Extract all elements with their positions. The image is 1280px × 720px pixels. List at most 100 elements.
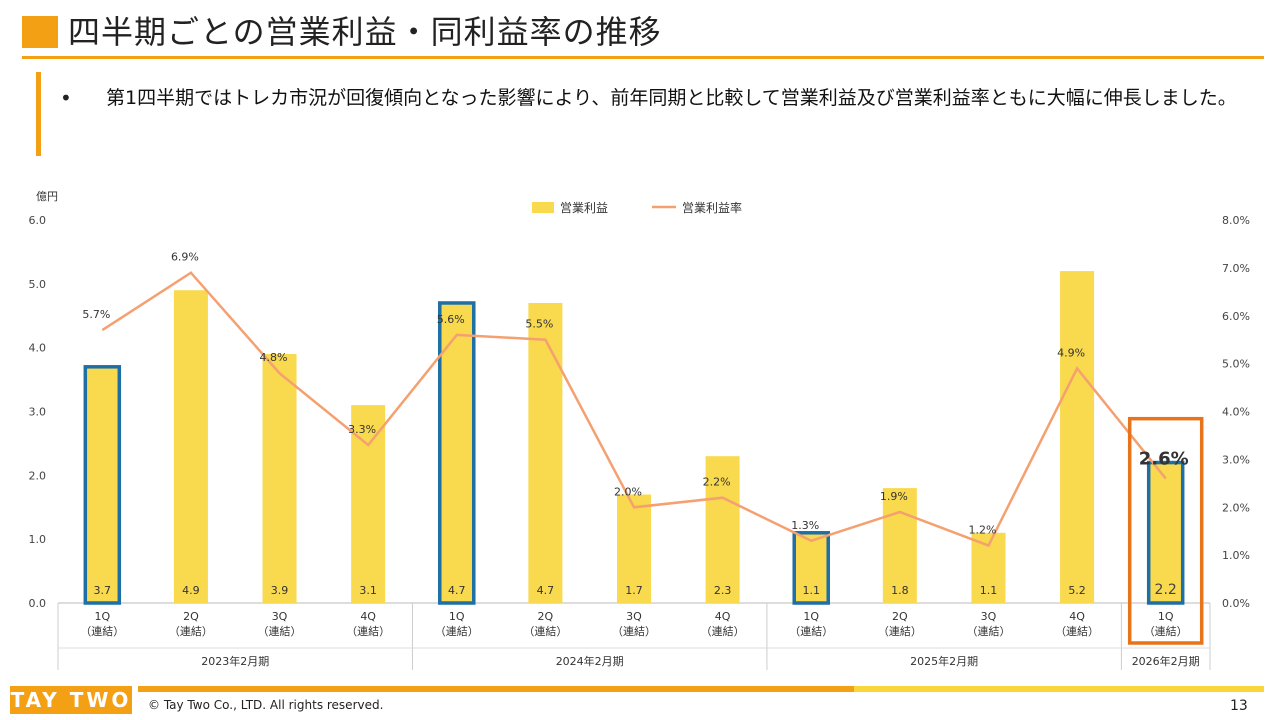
- x-axis-tick-sublabel: （連結）: [1055, 624, 1099, 638]
- margin-value-label: 5.6%: [437, 313, 465, 326]
- latest-quarter-callout: [1127, 416, 1204, 645]
- margin-value-label: 3.3%: [348, 423, 376, 436]
- x-axis-tick-sublabel: （連結）: [258, 624, 302, 638]
- x-axis-tick-label: 1Q: [94, 610, 110, 623]
- x-axis-group-label: 2024年2月期: [556, 654, 624, 668]
- x-axis-tick-sublabel: （連結）: [789, 624, 833, 638]
- summary-text: 第1四半期ではトレカ市況が回復傾向となった影響により、前年同期と比較して営業利益…: [106, 87, 1237, 109]
- bar-value-label: 4.9: [182, 584, 200, 597]
- legend-label-margin: 営業利益率: [682, 200, 742, 215]
- left-axis-tick-label: 6.0: [29, 214, 47, 227]
- x-axis-tick-label: 1Q: [1158, 610, 1174, 623]
- x-axis-tick-sublabel: （連結）: [701, 624, 745, 638]
- bar-value-label: 3.7: [94, 584, 112, 597]
- left-axis-tick-label: 2.0: [29, 469, 47, 482]
- profit-chart: 億円 0.0 1.0 2.0 3.0 4.0 5.0 6.0 0.0% 1.0% 2.0% 3.0% 4…: [29, 190, 1250, 670]
- x-axis-group-label: 2025年2月期: [910, 654, 978, 668]
- x-axis-tick-sublabel: （連結）: [169, 624, 213, 638]
- legend-swatch-operating-profit: [532, 202, 554, 213]
- x-axis-tick-label: 4Q: [715, 610, 731, 623]
- x-axis-tick-label: 1Q: [803, 610, 819, 623]
- x-axis-tick-sublabel: （連結）: [80, 624, 124, 638]
- copyright-text: © Tay Two Co., LTD. All rights reserved.: [148, 698, 384, 712]
- x-axis-tick-sublabel: （連結）: [1144, 624, 1188, 638]
- x-axis-tick-sublabel: （連結）: [878, 624, 922, 638]
- x-axis-tick-label: 3Q: [981, 610, 997, 623]
- margin-value-label: 1.3%: [791, 519, 819, 532]
- margin-value-label: 4.8%: [260, 351, 288, 364]
- x-axis-tick-sublabel: （連結）: [966, 624, 1010, 638]
- x-axis-tick-label: 1Q: [449, 610, 465, 623]
- x-axis-group-label: 2026年2月期: [1132, 654, 1200, 668]
- bullet-accent-bar: [36, 72, 41, 156]
- bar-value-label: 4.7: [537, 584, 555, 597]
- company-logo: TAY TWO: [10, 686, 132, 714]
- right-axis-tick-label: 3.0%: [1222, 453, 1250, 466]
- x-axis-tick-label: 4Q: [1069, 610, 1085, 623]
- bar-value-label: 4.7: [448, 584, 466, 597]
- page-title: 四半期ごとの営業利益・同利益率の推移: [68, 13, 662, 51]
- footer-bar-yellow: [854, 686, 1264, 692]
- bar-value-label: 1.1: [802, 584, 820, 597]
- line-operating-margin: [101, 271, 1167, 548]
- bar-value-label: 2.3: [714, 584, 732, 597]
- footer-bar-orange: [138, 686, 854, 692]
- right-axis-tick-label: 8.0%: [1222, 214, 1250, 227]
- x-axis-tick-label: 2Q: [892, 610, 908, 623]
- bar-operating-profit: [882, 488, 917, 603]
- margin-value-label: 6.9%: [171, 251, 199, 264]
- bar-value-label: 1.7: [625, 584, 643, 597]
- x-axis-tick-sublabel: （連結）: [346, 624, 390, 638]
- bar-operating-profit: [173, 290, 208, 603]
- margin-value-label: 2.2%: [703, 476, 731, 489]
- left-axis-tick-label: 1.0: [29, 533, 47, 546]
- bar-operating-profit: [83, 365, 122, 605]
- page-number: 13: [1230, 698, 1248, 714]
- bar-operating-profit: [792, 531, 830, 605]
- bar-operating-profit: [351, 405, 386, 603]
- bar-value-label: 5.2: [1068, 584, 1086, 597]
- right-axis-tick-label: 5.0%: [1222, 358, 1250, 371]
- title-bar: 四半期ごとの営業利益・同利益率の推移: [22, 8, 1264, 59]
- x-axis-tick-label: 3Q: [272, 610, 288, 623]
- bar-value-label: 3.1: [359, 584, 377, 597]
- x-axis-tick-sublabel: （連結）: [435, 624, 479, 638]
- x-axis-group-label: 2023年2月期: [201, 654, 269, 668]
- margin-value-label: 5.5%: [525, 318, 553, 331]
- right-axis-tick-label: 7.0%: [1222, 262, 1250, 275]
- bar-operating-profit: [705, 456, 740, 603]
- title-underline: [22, 56, 1264, 59]
- bar-operating-profit: [438, 301, 476, 605]
- x-axis-tick-sublabel: （連結）: [523, 624, 567, 638]
- bar-value-label: 1.8: [891, 584, 909, 597]
- right-axis-tick-label: 0.0%: [1222, 597, 1250, 610]
- margin-value-label: 4.9%: [1057, 346, 1085, 359]
- title-marker: [22, 16, 58, 48]
- right-axis-tick-label: 1.0%: [1222, 549, 1250, 562]
- bar-operating-profit: [1146, 460, 1185, 605]
- x-axis-tick-label: 2Q: [183, 610, 199, 623]
- bar-value-label: 3.9: [271, 584, 289, 597]
- left-axis-tick-label: 5.0: [29, 278, 47, 291]
- margin-value-label: 2.0%: [614, 485, 642, 498]
- bar-value-label: 1.1: [980, 584, 998, 597]
- x-axis-tick-sublabel: （連結）: [612, 624, 656, 638]
- bar-value-label: 2.2: [1155, 582, 1177, 598]
- left-axis-tick-label: 4.0: [29, 342, 47, 355]
- bar-operating-profit: [528, 302, 563, 603]
- bar-operating-profit: [617, 494, 651, 603]
- right-axis-tick-label: 4.0%: [1222, 406, 1250, 419]
- left-axis-tick-label: 0.0: [29, 597, 47, 610]
- left-axis-tick-label: 3.0: [29, 406, 47, 419]
- x-axis-tick-label: 2Q: [538, 610, 554, 623]
- margin-value-label: 1.9%: [880, 490, 908, 503]
- margin-value-label: 1.2%: [968, 524, 996, 537]
- legend-label-operating-profit: 営業利益: [560, 201, 608, 215]
- x-axis-tick-label: 3Q: [626, 610, 642, 623]
- margin-value-label: 5.7%: [82, 308, 110, 321]
- right-axis-tick-label: 6.0%: [1222, 310, 1250, 323]
- bar-operating-profit: [262, 354, 297, 603]
- margin-value-label: 2.6%: [1139, 449, 1189, 470]
- y-axis-unit-label: 億円: [36, 190, 58, 203]
- bar-operating-profit: [1060, 271, 1095, 603]
